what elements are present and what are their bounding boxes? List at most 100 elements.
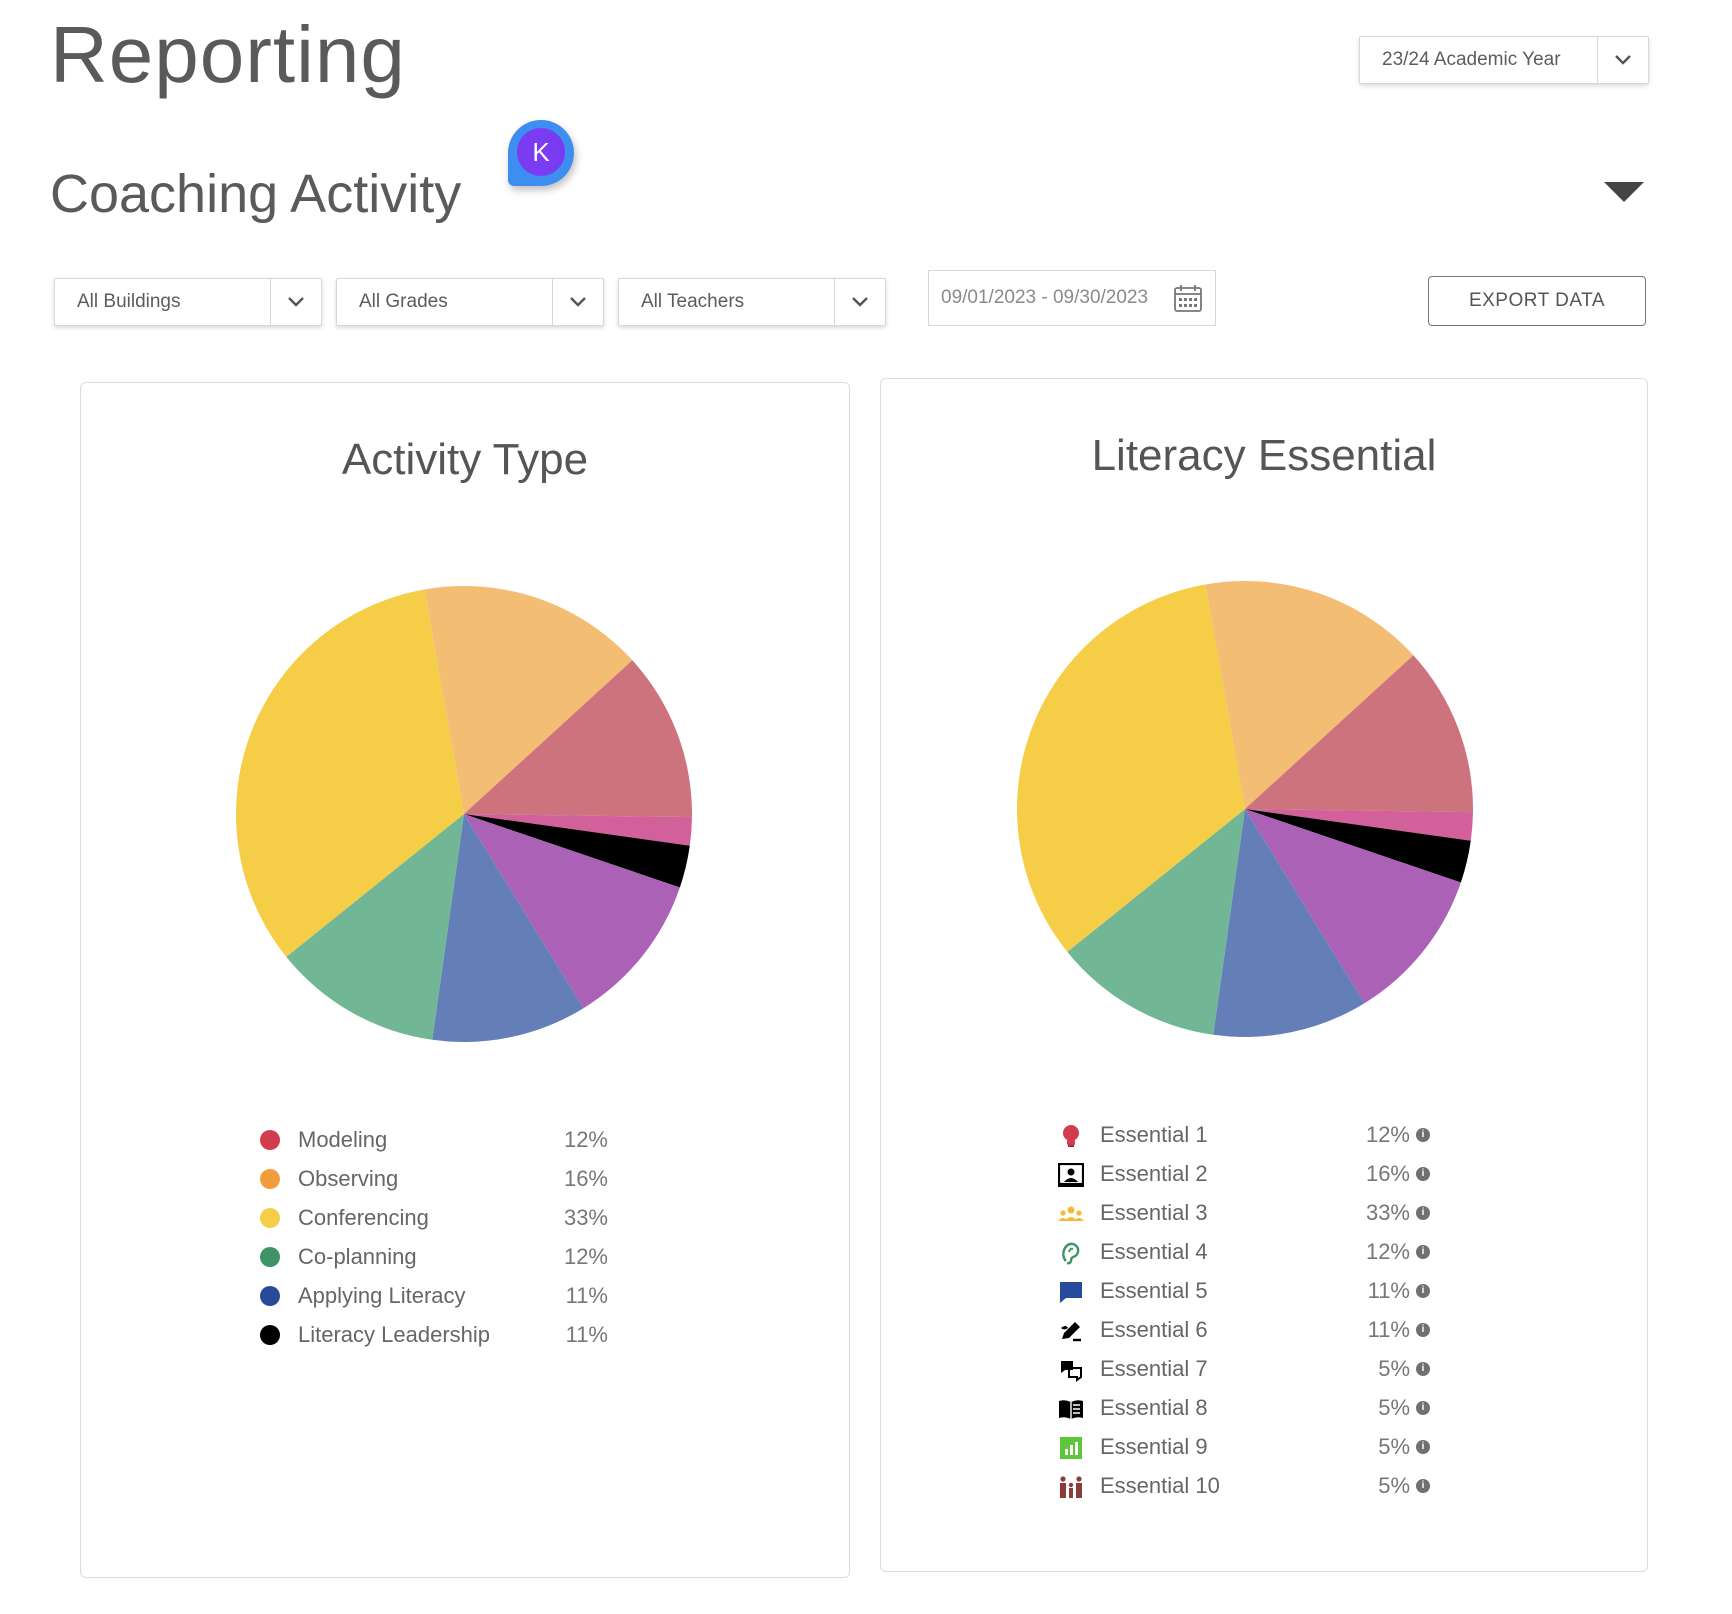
legend-percent: 12% <box>1365 1122 1410 1147</box>
legend-percent: 11% <box>565 1322 608 1347</box>
export-data-button[interactable]: EXPORT DATA <box>1428 276 1646 326</box>
pie-slice-3 <box>1245 809 1473 841</box>
info-icon[interactable]: i <box>1416 1440 1430 1454</box>
legend-label: Essential 3 <box>1100 1200 1208 1225</box>
legend-item-applying-literacy: Applying Literacy 11% <box>260 1278 608 1314</box>
legend-percent: 33% <box>563 1205 608 1230</box>
legend-label: Essential 9 <box>1100 1434 1208 1459</box>
literacy-essential-title: Literacy Essential <box>1091 431 1437 480</box>
legend-percent: 11% <box>1367 1278 1410 1303</box>
legend-label: Modeling <box>298 1127 388 1152</box>
legend-percent: 5% <box>1378 1356 1410 1381</box>
grades-value: All Grades <box>359 291 448 312</box>
legend-item-essential-10: Essential 10 5% i <box>1058 1468 1430 1504</box>
chevron-down-icon <box>552 279 603 325</box>
legend-item-essential-6: Essential 6 11% i <box>1058 1312 1430 1348</box>
legend-label: Conferencing <box>298 1205 429 1230</box>
bar-chart-icon <box>1060 1437 1082 1459</box>
academic-year-select[interactable]: 23/24 Academic Year <box>1359 36 1649 84</box>
lightbulb-icon <box>1063 1125 1079 1147</box>
legend-item-essential-5: Essential 5 11% i <box>1058 1273 1430 1309</box>
legend-label: Essential 7 <box>1100 1356 1208 1381</box>
legend-label: Essential 4 <box>1100 1239 1208 1264</box>
pie-slice-6 <box>432 814 584 1042</box>
legend-dot <box>260 1169 280 1189</box>
legend-label: Essential 10 <box>1100 1473 1220 1498</box>
legend-label: Essential 8 <box>1100 1395 1208 1420</box>
user-avatar[interactable]: K <box>508 120 574 186</box>
legend-percent: 16% <box>563 1166 608 1191</box>
chevron-down-icon <box>270 279 321 325</box>
legend-label: Essential 2 <box>1100 1161 1208 1186</box>
teachers-value: All Teachers <box>641 291 745 312</box>
chevron-down-icon <box>1597 37 1648 83</box>
legend-item-essential-8: Essential 8 5% i <box>1058 1390 1430 1426</box>
info-icon[interactable]: i <box>1416 1323 1430 1337</box>
legend-item-literacy-leadership: Literacy Leadership 11% <box>260 1317 608 1353</box>
pie-slice-2 <box>464 660 692 818</box>
legend-dot <box>260 1286 280 1306</box>
section-title: Coaching Activity <box>50 164 462 224</box>
legend-dot <box>260 1325 280 1345</box>
info-icon[interactable]: i <box>1416 1479 1430 1493</box>
legend-label: Essential 6 <box>1100 1317 1208 1342</box>
legend-label: Essential 5 <box>1100 1278 1208 1303</box>
legend-percent: 12% <box>563 1127 608 1152</box>
pie-slice-7 <box>286 814 464 1040</box>
pie-slice-6 <box>1213 809 1365 1037</box>
legend-label: Co-planning <box>298 1244 417 1269</box>
pie-slice-5 <box>464 814 680 1009</box>
collapse-caret-icon[interactable] <box>1604 182 1644 202</box>
pie-slice-8 <box>236 589 464 957</box>
date-range-value: 09/01/2023 - 09/30/2023 <box>941 287 1149 308</box>
activity-type-pie-chart <box>236 586 692 1042</box>
info-icon[interactable]: i <box>1416 1284 1430 1298</box>
info-icon[interactable]: i <box>1416 1128 1430 1142</box>
legend-dot <box>260 1208 280 1228</box>
pie-slice-3 <box>464 814 692 846</box>
legend-item-modeling: Modeling 12% <box>260 1122 608 1158</box>
legend-dot <box>260 1247 280 1267</box>
info-icon[interactable]: i <box>1416 1245 1430 1259</box>
legend-label: Applying Literacy <box>298 1283 466 1308</box>
open-book-icon <box>1059 1400 1083 1419</box>
grades-select[interactable]: All Grades <box>336 278 604 326</box>
legend-item-essential-7: Essential 7 5% i <box>1058 1351 1430 1387</box>
legend-percent: 5% <box>1378 1395 1410 1420</box>
page-title: Reporting <box>50 10 406 99</box>
activity-type-card: Activity Type <box>80 382 850 1578</box>
legend-percent: 12% <box>1365 1239 1410 1264</box>
legend-item-co-planning: Co-planning 12% <box>260 1239 608 1275</box>
legend-item-essential-4: Essential 4 12% i <box>1058 1234 1430 1270</box>
presenter-icon <box>1058 1163 1084 1187</box>
calendar-icon <box>1174 285 1202 312</box>
legend-item-essential-3: Essential 3 33% i <box>1058 1195 1430 1231</box>
legend-percent: 5% <box>1378 1473 1410 1498</box>
family-icon <box>1060 1476 1082 1498</box>
pie-slice-4 <box>464 814 690 888</box>
teachers-select[interactable]: All Teachers <box>618 278 886 326</box>
legend-percent: 11% <box>565 1283 608 1308</box>
hearing-icon <box>1062 1242 1080 1265</box>
info-icon[interactable]: i <box>1416 1167 1430 1181</box>
pie-slice-1 <box>424 586 633 814</box>
date-range-picker[interactable]: 09/01/2023 - 09/30/2023 <box>928 270 1216 326</box>
legend-percent: 5% <box>1378 1434 1410 1459</box>
pie-slice-7 <box>1067 809 1245 1035</box>
info-icon[interactable]: i <box>1416 1401 1430 1415</box>
activity-type-title: Activity Type <box>341 435 589 484</box>
info-icon[interactable]: i <box>1416 1206 1430 1220</box>
legend-label: Literacy Leadership <box>298 1322 491 1347</box>
legend-percent: 11% <box>1367 1317 1410 1342</box>
legend-label: Observing <box>298 1166 399 1191</box>
chevron-down-icon <box>834 279 885 325</box>
legend-percent: 12% <box>563 1244 608 1269</box>
legend-percent: 33% <box>1365 1200 1410 1225</box>
info-icon[interactable]: i <box>1416 1362 1430 1376</box>
pie-slice-1 <box>1205 581 1414 809</box>
buildings-select[interactable]: All Buildings <box>54 278 322 326</box>
legend-item-essential-1: Essential 1 12% i <box>1058 1117 1430 1153</box>
pie-slice-4 <box>1245 809 1471 883</box>
speech-bubble-icon <box>1060 1282 1082 1303</box>
group-icon <box>1058 1206 1084 1221</box>
